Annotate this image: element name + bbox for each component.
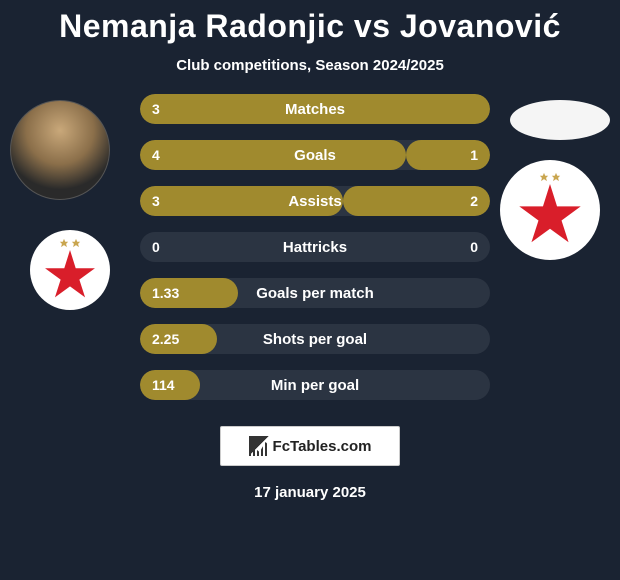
star-icon [59, 238, 69, 248]
bar-value-left: 0 [152, 239, 160, 255]
bar-value-left: 3 [152, 193, 160, 209]
subtitle: Club competitions, Season 2024/2025 [176, 57, 444, 74]
bar-value-left: 2.25 [152, 331, 179, 347]
bar-value-left: 3 [152, 101, 160, 117]
comparison-card: Nemanja Radonjic vs Jovanović Club compe… [0, 0, 620, 580]
date-label: 17 january 2025 [254, 484, 366, 501]
red-star-icon [44, 250, 96, 302]
bar-label: Goals [140, 147, 490, 164]
page-title: Nemanja Radonjic vs Jovanović [59, 8, 561, 45]
star-icon [71, 238, 81, 248]
stat-bar: Matches3 [140, 94, 490, 124]
bar-label: Hattricks [140, 239, 490, 256]
bar-value-left: 114 [152, 377, 175, 393]
bar-value-right: 0 [470, 239, 478, 255]
player-left-avatar [10, 100, 110, 200]
stat-bar: Min per goal114 [140, 370, 490, 400]
stat-bar: Goals4 1 [140, 140, 490, 170]
footer-brand-text: FcTables.com [273, 438, 372, 455]
star-icon [539, 172, 549, 182]
footer-brand-badge: FcTables.com [220, 426, 400, 466]
star-icon [551, 172, 561, 182]
bar-label: Assists [140, 193, 490, 210]
club-stars [539, 172, 561, 182]
chart-icon [249, 436, 269, 456]
bar-label: Goals per match [140, 285, 490, 302]
bar-label: Matches [140, 101, 490, 118]
bars-area: Matches3Goals41Assists32Hattricks00Goals… [0, 94, 620, 414]
stat-bar: Hattricks0 0 [140, 232, 490, 262]
club-badge-right [500, 160, 600, 260]
bar-value-left: 4 [152, 147, 160, 163]
bar-value-right: 2 [470, 193, 478, 209]
club-badge-left [30, 230, 110, 310]
stat-bar: Shots per goal2.25 [140, 324, 490, 354]
club-stars [59, 238, 81, 248]
bar-label: Min per goal [140, 377, 490, 394]
bar-value-left: 1.33 [152, 285, 179, 301]
bar-label: Shots per goal [140, 331, 490, 348]
player-right-avatar [510, 100, 610, 140]
bar-value-right: 1 [470, 147, 478, 163]
stat-bar: Goals per match1.33 [140, 278, 490, 308]
stat-bar: Assists3 2 [140, 186, 490, 216]
red-star-icon [518, 184, 582, 248]
